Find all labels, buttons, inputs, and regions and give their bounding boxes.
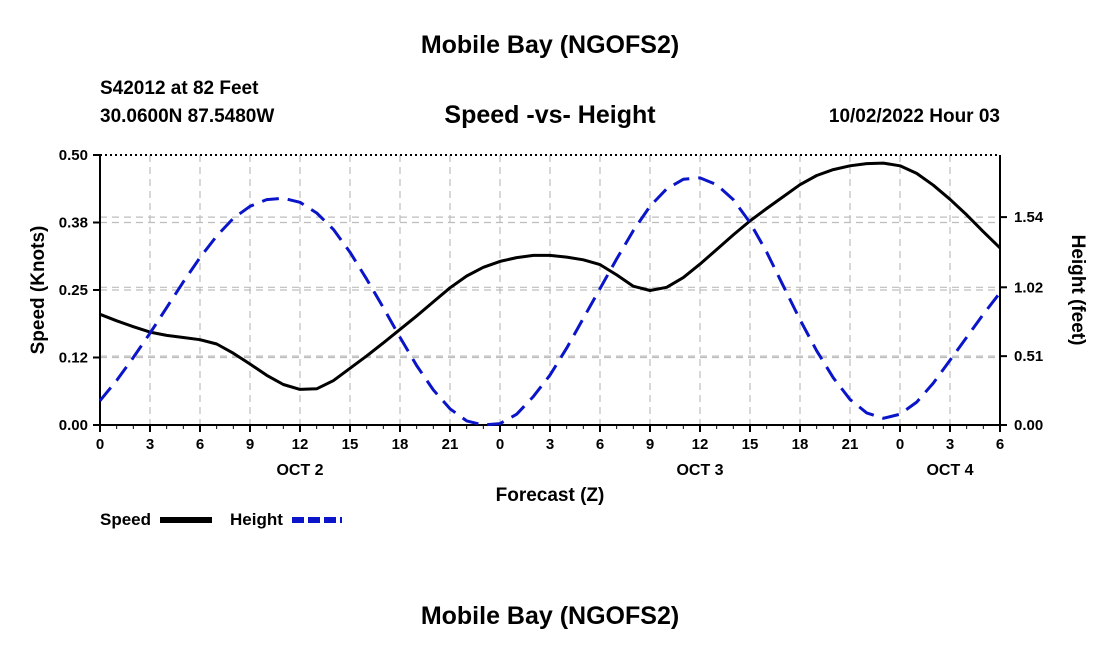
x-tick-label: 6: [996, 436, 1004, 453]
x-tick-label: 6: [596, 436, 604, 453]
x-tick-label: 3: [146, 436, 154, 453]
y2-tick-label: 0.00: [1014, 417, 1043, 434]
series-line-height: [98, 176, 1002, 427]
x-tick-label: 12: [692, 436, 709, 453]
x-tick-label: 9: [246, 436, 254, 453]
page-title: Mobile Bay (NGOFS2): [420, 31, 680, 59]
legend-label-speed: Speed: [100, 510, 151, 529]
page-title-bottom: Mobile Bay (NGOFS2): [420, 602, 680, 630]
date-label: OCT 2: [276, 462, 323, 479]
x-tick-label: 15: [742, 436, 759, 453]
x-tick-label: 18: [392, 436, 409, 453]
x-axis-title: Forecast (Z): [496, 485, 605, 506]
x-tick-label: 0: [896, 436, 904, 453]
station-label: S42012 at 82 Feet: [100, 78, 259, 99]
run-time: 10/02/2022 Hour 03: [828, 106, 1000, 127]
y2-tick-label: 1.02: [1014, 279, 1043, 296]
x-tick-label: 6: [196, 436, 204, 453]
y2-tick-label: 1.54: [1014, 209, 1044, 226]
y-tick-label: 0.38: [59, 215, 88, 232]
station-coords: 30.0600N 87.5480W: [100, 106, 275, 127]
x-tick-label: 3: [546, 436, 554, 453]
x-tick-label: 21: [842, 436, 859, 453]
x-tick-label: 15: [342, 436, 359, 453]
y-tick-label: 0.00: [59, 417, 88, 434]
date-label: OCT 3: [676, 462, 723, 479]
x-tick-label: 21: [442, 436, 459, 453]
y-tick-label: 0.50: [59, 147, 88, 164]
x-tick-label: 12: [292, 436, 309, 453]
y-tick-label: 0.12: [59, 350, 88, 367]
y2-axis-title: Height (feet): [1067, 235, 1088, 346]
x-tick-label: 0: [96, 436, 104, 453]
chart-title: Speed -vs- Height: [444, 101, 656, 129]
y-axis-title: Speed (Knots): [28, 226, 49, 355]
y2-tick-label: 0.51: [1014, 348, 1043, 365]
legend-label-height: Height: [230, 510, 283, 529]
x-tick-label: 9: [646, 436, 654, 453]
series-line-speed: [99, 161, 1002, 391]
x-tick-label: 18: [792, 436, 809, 453]
x-tick-label: 0: [496, 436, 504, 453]
y-tick-label: 0.25: [59, 282, 88, 299]
x-tick-label: 3: [946, 436, 954, 453]
date-label: OCT 4: [926, 462, 973, 479]
